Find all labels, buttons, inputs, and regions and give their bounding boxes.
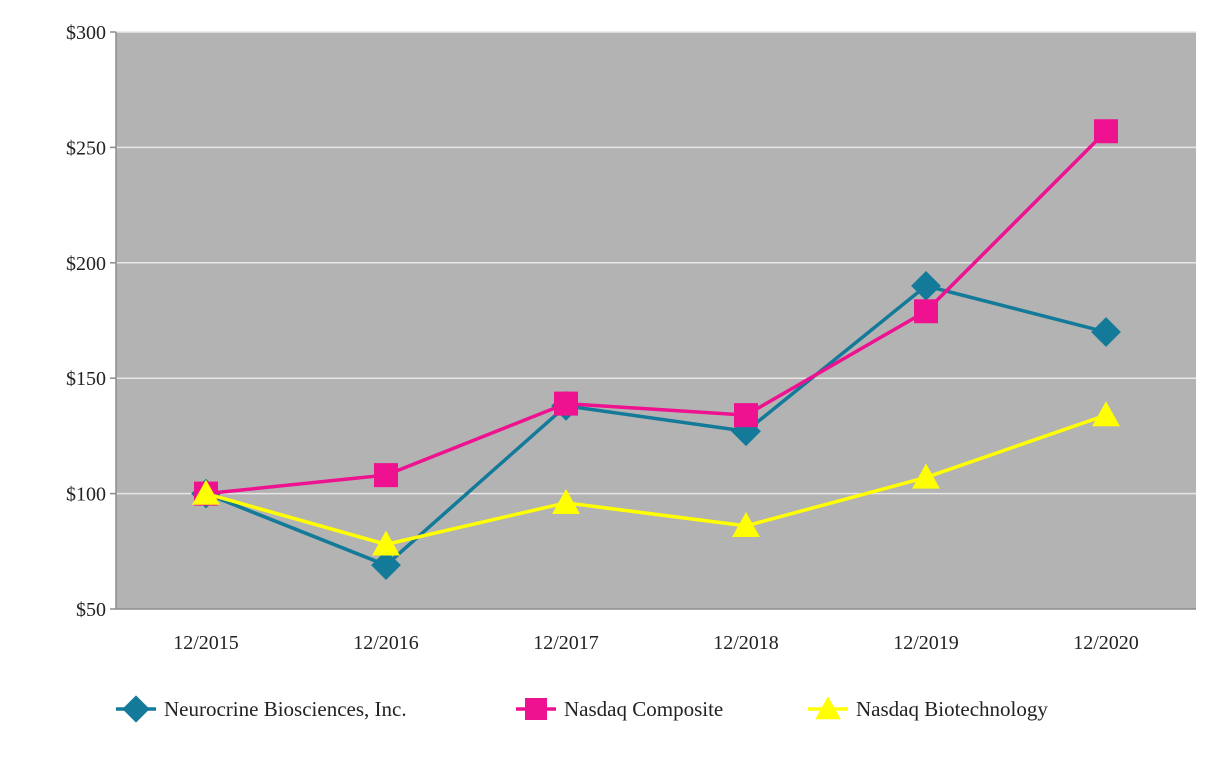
x-tick-label: 12/2018: [713, 632, 779, 654]
data-point: [912, 463, 940, 489]
data-point: [732, 511, 760, 538]
y-tick-label: $150: [66, 368, 106, 390]
legend: Neurocrine Biosciences, Inc. Nasdaq Compo…: [116, 695, 1048, 723]
legend-marker: [815, 696, 841, 720]
data-point: [914, 299, 938, 324]
y-tick-label: $300: [66, 22, 106, 44]
data-point: [1092, 401, 1120, 427]
axes: $50 $100 $150 $200 $250 $300 12/2015 12/2016 12/…: [66, 22, 1196, 654]
legend-marker: [122, 695, 150, 723]
series-line: [205, 284, 1107, 567]
x-tick-label: 12/2019: [893, 632, 959, 654]
legend-marker: [525, 698, 547, 720]
data-point: [372, 530, 400, 556]
data-point: [1094, 119, 1118, 144]
y-tick-label: $250: [66, 137, 106, 159]
legend-entry-3: Nasdaq Biotechnology: [808, 696, 1048, 721]
gridlines: [116, 31, 1196, 495]
y-tick-label: $50: [76, 599, 106, 621]
x-tick-label: 12/2015: [173, 632, 239, 654]
series-line: [205, 130, 1108, 496]
legend-label: Nasdaq Biotechnology: [856, 697, 1048, 721]
data-point: [552, 488, 580, 514]
data-point: [554, 391, 578, 416]
series-line: [205, 413, 1107, 547]
x-tick-label: 12/2016: [353, 632, 419, 654]
data-point: [911, 271, 941, 301]
data-point: [734, 403, 758, 428]
data-point: [1091, 317, 1121, 347]
legend-label: Nasdaq Composite: [564, 697, 723, 721]
data-point: [371, 550, 401, 581]
y-tick-label: $200: [66, 253, 106, 275]
x-tick-label: 12/2020: [1073, 632, 1139, 654]
series-3: [192, 401, 1120, 556]
legend-entry-2: Nasdaq Composite: [516, 697, 723, 721]
legend-entry-1: Neurocrine Biosciences, Inc.: [116, 695, 407, 723]
legend-label: Neurocrine Biosciences, Inc.: [164, 697, 407, 721]
x-tick-label: 12/2017: [533, 632, 599, 654]
y-tick-label: $100: [66, 484, 106, 506]
data-point: [192, 479, 220, 505]
data-point: [374, 463, 398, 488]
series-group: [191, 119, 1121, 581]
